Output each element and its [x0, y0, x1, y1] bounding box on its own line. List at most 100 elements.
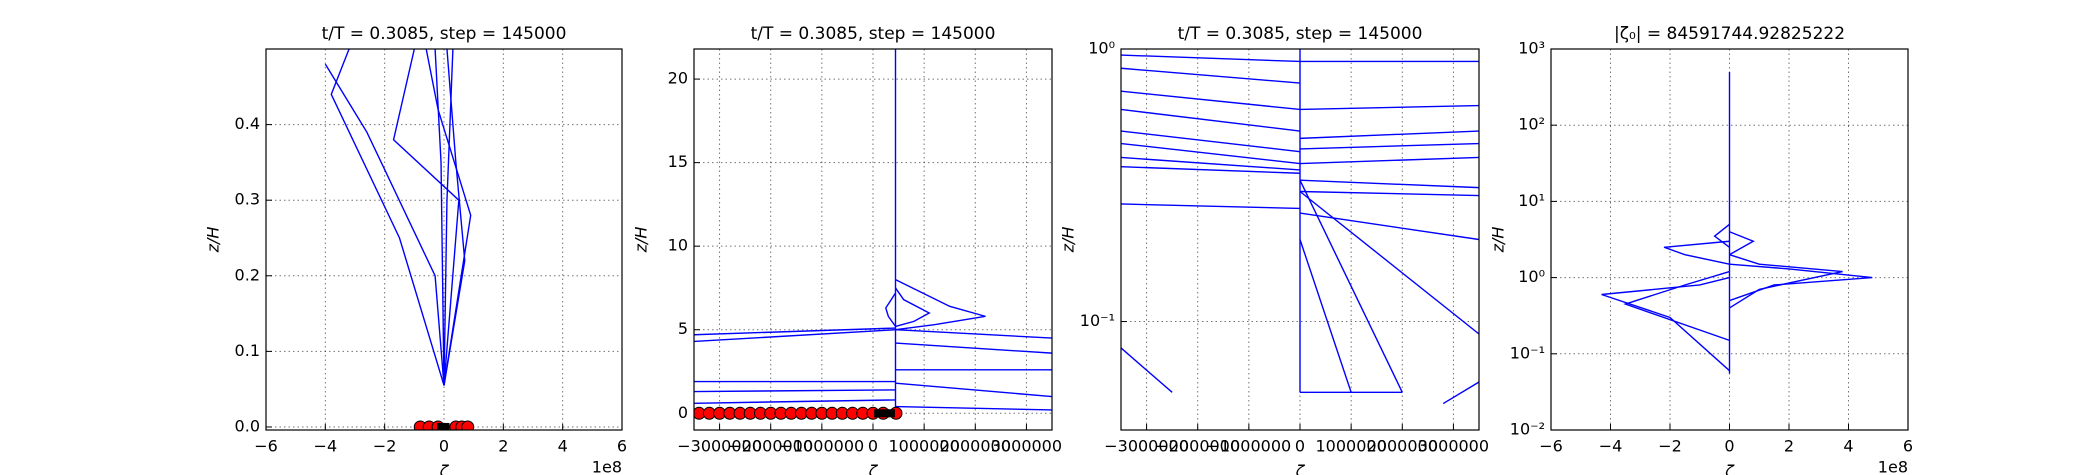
- line: [434, 49, 445, 386]
- point: [441, 422, 450, 430]
- line: [392, 49, 460, 386]
- line: [895, 382, 1052, 398]
- line: [885, 292, 897, 327]
- line: [1121, 347, 1173, 393]
- line: [1121, 67, 1301, 84]
- subplot-title: t/T = 0.3085, step = 145000: [322, 24, 567, 44]
- x-offset-label: 1e8: [592, 458, 622, 475]
- point: [437, 422, 446, 430]
- line: [1299, 179, 1479, 189]
- x-tick-label: 2000000: [940, 437, 1011, 456]
- subplot-title: t/T = 0.3085, step = 145000: [1178, 24, 1423, 44]
- x-axis-label: ζ: [868, 462, 879, 475]
- line: [1729, 231, 1755, 256]
- x-tick-label: −4: [314, 437, 338, 456]
- x-tick-label: 1000000: [1316, 437, 1387, 456]
- x-tick-label: −1000000: [1207, 437, 1292, 456]
- plot-area: [1601, 71, 1873, 374]
- y-tick-label: 10⁻¹: [1080, 311, 1115, 330]
- point: [881, 409, 890, 418]
- line: [694, 389, 896, 393]
- line: [895, 405, 1052, 411]
- x-tick-label: −2: [1658, 437, 1682, 456]
- line: [443, 49, 454, 386]
- y-tick-label: 0.4: [235, 114, 260, 133]
- y-tick-label: 10⁻¹: [1510, 343, 1545, 362]
- x-tick-label: 4: [558, 437, 568, 456]
- x-tick-label: 1000000: [889, 437, 960, 456]
- y-tick-label: 10³: [1518, 39, 1545, 58]
- y-tick-label: 10¹: [1518, 191, 1545, 210]
- y-tick-label: 0.1: [235, 341, 260, 360]
- x-tick-label: −4: [1599, 437, 1623, 456]
- point: [874, 409, 883, 418]
- plot-area: [694, 49, 1052, 420]
- x-offset-label: 1e8: [1878, 458, 1908, 475]
- x-axis-label: ζ: [1295, 462, 1306, 475]
- y-tick-label: 15: [668, 152, 688, 171]
- plot-area: [324, 49, 475, 430]
- x-axis-label: ζ: [439, 462, 450, 475]
- line: [1713, 223, 1730, 248]
- x-tick-label: 3000000: [991, 437, 1062, 456]
- line: [1121, 130, 1301, 153]
- line: [1729, 253, 1843, 309]
- x-tick-label: −2: [373, 437, 397, 456]
- x-tick-label: 0: [1724, 437, 1734, 456]
- line: [895, 342, 1052, 354]
- line: [895, 278, 986, 331]
- line: [1442, 381, 1479, 405]
- x-tick-label: −1000000: [780, 437, 865, 456]
- line: [894, 287, 931, 328]
- x-tick-label: 2: [498, 437, 508, 456]
- x-tick-label: −3000000: [677, 437, 762, 456]
- x-tick-label: 6: [617, 437, 627, 456]
- line: [694, 327, 896, 336]
- line: [1121, 142, 1301, 165]
- y-tick-label: 10⁰: [1518, 267, 1545, 286]
- y-tick-label: 10⁰: [1088, 39, 1115, 58]
- line: [694, 329, 896, 343]
- y-tick-label: 10⁻²: [1510, 420, 1545, 439]
- axes-frame: [693, 48, 1053, 431]
- line: [1663, 240, 1730, 265]
- line: [1299, 130, 1479, 140]
- x-tick-label: 2: [1784, 437, 1794, 456]
- line: [1299, 104, 1479, 111]
- line: [1121, 165, 1301, 174]
- subplot: −6 −4 −2 0 2 4 6 0.0 0.1 0.2 0.3 0.4 t/T = 0.3085, s…: [204, 24, 628, 475]
- line: [1121, 54, 1301, 63]
- y-tick-label: 5: [678, 319, 688, 338]
- line: [1121, 203, 1301, 210]
- y-axis-label: z/H: [1059, 227, 1078, 254]
- axes-frame: [1120, 48, 1480, 431]
- y-tick-label: 0.0: [235, 416, 260, 435]
- x-tick-label: −2000000: [1155, 437, 1240, 456]
- line: [694, 399, 896, 404]
- line: [1299, 239, 1352, 393]
- line: [1121, 156, 1301, 171]
- subplot: −6 −4 −2 0 2 4 6 10⁻² 10⁻¹ 10⁰ 10¹ 10² 10³ |ζ₀| = 845…: [1489, 24, 1914, 475]
- subplot: −3000000−2000000−1000000 0 100000020000003…: [1059, 24, 1490, 475]
- line: [324, 63, 445, 386]
- x-tick-label: 3000000: [1418, 437, 1489, 456]
- line: [1299, 142, 1479, 150]
- axes-frame: [265, 48, 623, 431]
- line: [1299, 156, 1479, 165]
- axes-frame: [1550, 48, 1909, 431]
- line: [1299, 190, 1479, 197]
- point: [886, 409, 895, 418]
- x-tick-label: −6: [1539, 437, 1563, 456]
- point: [461, 420, 475, 430]
- x-tick-label: 0: [1295, 437, 1305, 456]
- subplot: −3000000−2000000−1000000 0 100000020000003…: [632, 24, 1063, 475]
- line: [1299, 190, 1479, 335]
- y-tick-label: 10²: [1518, 115, 1545, 134]
- x-tick-label: 0: [439, 437, 449, 456]
- y-tick-label: 20: [668, 69, 688, 88]
- line: [330, 49, 445, 386]
- line: [1121, 108, 1301, 132]
- y-axis-label: z/H: [632, 227, 651, 254]
- x-tick-label: 6: [1903, 437, 1913, 456]
